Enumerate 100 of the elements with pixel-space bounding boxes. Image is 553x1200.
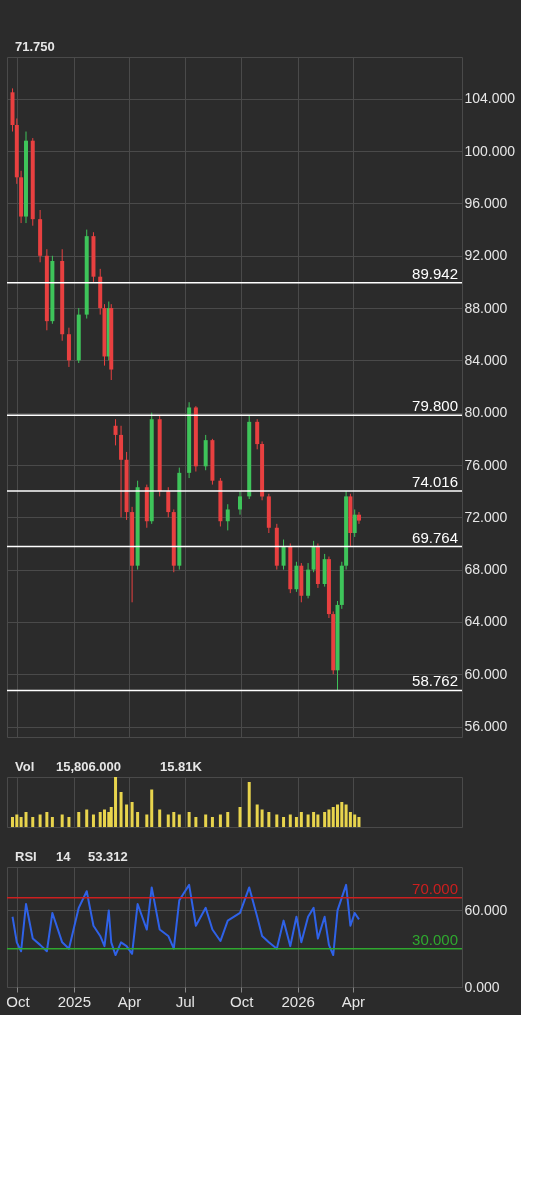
y-tick-label: 72.000 bbox=[464, 508, 508, 525]
bar bbox=[218, 814, 222, 827]
bar bbox=[119, 792, 123, 827]
bar bbox=[267, 812, 271, 827]
ref-line-label: 89.942 bbox=[412, 264, 458, 282]
bar bbox=[282, 817, 286, 827]
bar bbox=[130, 802, 134, 827]
bar bbox=[238, 807, 242, 827]
candlestick bbox=[281, 539, 286, 571]
candlestick bbox=[311, 540, 316, 573]
y-tick-label: 80.000 bbox=[464, 404, 508, 421]
bar bbox=[299, 812, 303, 827]
bar bbox=[85, 809, 89, 827]
y-tick-label: 64.000 bbox=[464, 613, 508, 630]
candlestick bbox=[166, 486, 171, 518]
ref-line-label: 74.016 bbox=[412, 472, 458, 490]
bar bbox=[316, 814, 320, 827]
y-tick-label: 76.000 bbox=[464, 456, 508, 473]
y-tick-label: 68.000 bbox=[464, 561, 508, 578]
x-tick-label: Oct bbox=[230, 992, 255, 1010]
bar bbox=[336, 804, 340, 827]
bar bbox=[194, 817, 198, 827]
bar bbox=[327, 809, 331, 827]
bar bbox=[353, 814, 357, 827]
bar bbox=[15, 814, 19, 827]
ref-line-label: 58.762 bbox=[412, 672, 458, 690]
bar bbox=[306, 814, 310, 827]
bar bbox=[67, 817, 71, 827]
bar bbox=[11, 817, 15, 827]
text: RSI bbox=[15, 849, 37, 864]
bar bbox=[294, 817, 298, 827]
text: 15.81K bbox=[160, 759, 203, 774]
text: 71.750 bbox=[15, 39, 55, 54]
bar bbox=[77, 812, 81, 827]
bar bbox=[344, 804, 348, 827]
bar bbox=[288, 814, 292, 827]
bar bbox=[98, 812, 102, 827]
x-tick-label: Jul bbox=[175, 992, 195, 1010]
bar bbox=[260, 809, 264, 827]
text: 15,806.000 bbox=[56, 759, 122, 774]
text: 53.312 bbox=[88, 849, 128, 864]
bar bbox=[158, 809, 162, 827]
bar bbox=[114, 777, 118, 827]
bar bbox=[125, 804, 129, 827]
bar bbox=[187, 812, 191, 827]
candlestick bbox=[352, 508, 357, 538]
ref-line-label: 30.000 bbox=[412, 930, 458, 948]
ref-line-label: 69.764 bbox=[412, 528, 458, 546]
bar bbox=[255, 804, 259, 827]
bar bbox=[166, 814, 170, 827]
bar bbox=[177, 814, 181, 827]
bar bbox=[31, 817, 35, 827]
bar bbox=[24, 812, 28, 827]
y-tick-label: 56.000 bbox=[464, 718, 508, 735]
bar bbox=[172, 812, 176, 827]
x-tick-label: Apr bbox=[341, 992, 366, 1010]
y-tick-label: 104.000 bbox=[464, 90, 516, 107]
bar bbox=[312, 812, 316, 827]
bar bbox=[136, 812, 140, 827]
x-tick-label: Apr bbox=[117, 992, 142, 1010]
ref-line-label: 79.800 bbox=[412, 397, 458, 415]
y-tick-label: 96.000 bbox=[464, 194, 508, 211]
y-tick-label: 100.000 bbox=[464, 142, 516, 159]
bar bbox=[50, 817, 54, 827]
bar bbox=[247, 782, 251, 827]
y-tick-label: 88.000 bbox=[464, 299, 508, 316]
candlestick bbox=[238, 490, 243, 516]
ref-line-label: 70.000 bbox=[412, 879, 458, 897]
y-tick-label: 60.000 bbox=[464, 901, 508, 918]
bar bbox=[103, 809, 106, 827]
y-tick-label: 0.000 bbox=[464, 978, 500, 995]
bar bbox=[210, 817, 214, 827]
y-tick-label: 60.000 bbox=[464, 665, 508, 682]
line-series bbox=[11, 883, 360, 957]
bar bbox=[60, 814, 64, 827]
bar bbox=[38, 814, 42, 827]
candlestick bbox=[113, 418, 118, 446]
y-tick-label: 92.000 bbox=[464, 247, 508, 264]
x-tick-label: 2025 bbox=[57, 992, 92, 1010]
candlestick bbox=[294, 561, 299, 593]
bar bbox=[323, 812, 327, 827]
candlestick bbox=[255, 418, 260, 450]
x-tick-label: 2026 bbox=[281, 992, 315, 1010]
bar bbox=[331, 807, 335, 827]
bar bbox=[150, 789, 154, 827]
text: 14 bbox=[56, 849, 72, 864]
bar bbox=[19, 817, 23, 827]
text: Vol bbox=[15, 759, 35, 774]
bar bbox=[145, 814, 149, 827]
bar bbox=[204, 814, 208, 827]
bar bbox=[91, 814, 95, 827]
bar bbox=[340, 802, 344, 827]
bar bbox=[226, 812, 230, 827]
bar bbox=[275, 814, 279, 827]
bar bbox=[45, 812, 49, 827]
y-tick-label: 84.000 bbox=[464, 351, 508, 368]
candlestick bbox=[225, 503, 230, 531]
x-tick-label: Oct bbox=[6, 992, 31, 1010]
candlestick bbox=[356, 511, 361, 525]
bar bbox=[357, 817, 361, 827]
